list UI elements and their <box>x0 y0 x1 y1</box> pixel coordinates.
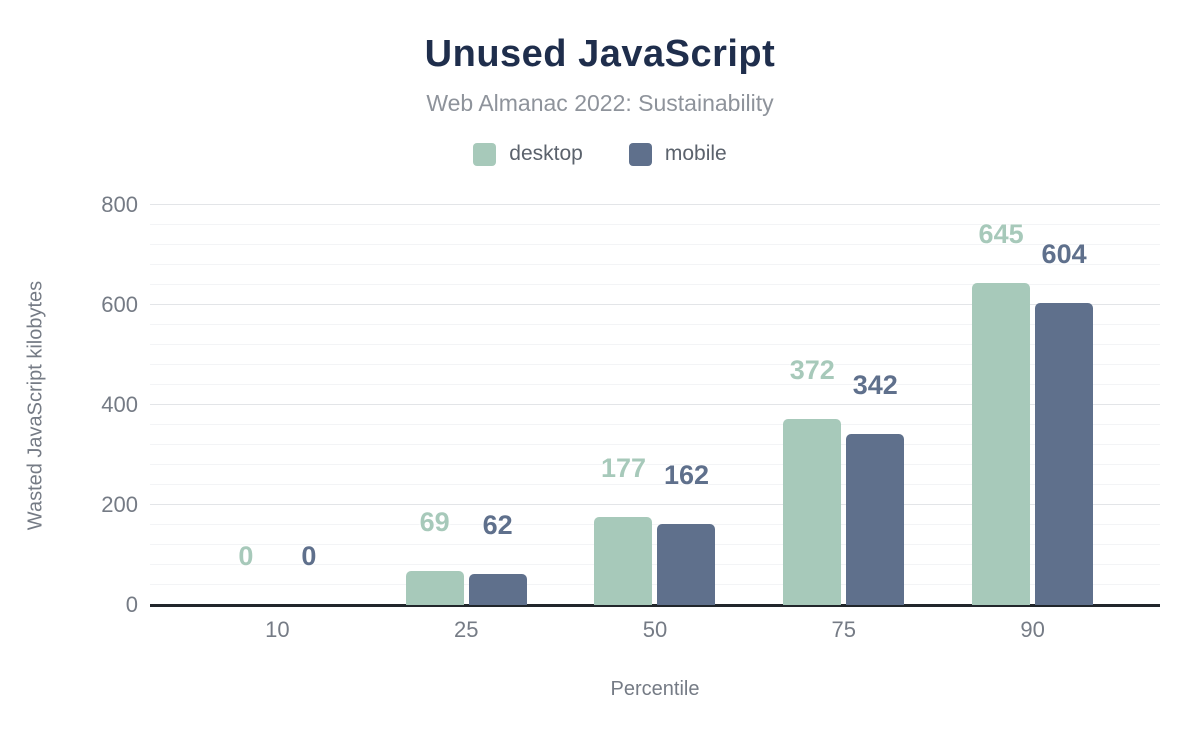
minor-gridline <box>150 324 1160 325</box>
minor-gridline <box>150 264 1160 265</box>
bar-mobile: 604 <box>1035 239 1094 605</box>
plot-area: 0 0 69 62 177 162 372 342 645 604 <box>150 204 1160 607</box>
bar-mobile: 342 <box>846 370 905 605</box>
minor-gridline <box>150 344 1160 345</box>
y-tick-label: 400 <box>101 392 138 417</box>
x-tick-label: 25 <box>453 617 479 642</box>
bar-group-percentile-75: 372 342 <box>749 205 938 605</box>
major-gridline <box>150 504 1160 505</box>
y-tick-label: 200 <box>101 492 138 517</box>
bar-group-percentile-90: 645 604 <box>938 205 1127 605</box>
major-gridline <box>150 204 1160 205</box>
minor-gridline <box>150 224 1160 225</box>
bar-group-percentile-50: 177 162 <box>561 205 750 605</box>
legend-item-mobile: mobile <box>628 142 727 166</box>
value-label-mobile: 0 <box>301 541 317 571</box>
value-label-mobile: 162 <box>663 460 710 490</box>
bar-group-percentile-25: 69 62 <box>372 205 561 605</box>
legend-label-mobile: mobile <box>664 142 727 165</box>
bar-desktop: 372 <box>783 355 842 605</box>
major-gridline <box>150 304 1160 305</box>
chart-title: Unused JavaScript <box>424 33 776 75</box>
bar-mobile: 62 <box>468 510 527 605</box>
legend-label-desktop: desktop <box>509 142 583 165</box>
minor-gridline <box>150 364 1160 365</box>
x-axis-tick-labels: 10 25 50 75 90 <box>150 617 1160 643</box>
y-axis-title: Wasted JavaScript kilobytes <box>24 280 47 531</box>
y-tick-label: 800 <box>101 192 138 217</box>
minor-gridline <box>150 384 1160 385</box>
x-axis-line <box>150 604 1160 607</box>
mobile-swatch-icon <box>628 142 652 166</box>
x-tick-label: 90 <box>1020 617 1045 642</box>
y-tick-label: 0 <box>125 592 138 617</box>
value-label-desktop: 645 <box>978 218 1024 249</box>
x-tick-label: 75 <box>831 617 857 642</box>
value-label-desktop: 0 <box>238 541 254 571</box>
minor-gridline <box>150 484 1160 485</box>
minor-gridline <box>150 564 1160 565</box>
x-tick-label: 10 <box>265 617 290 642</box>
major-gridline <box>150 404 1160 405</box>
x-axis-title: Percentile <box>610 678 700 700</box>
value-label-desktop: 69 <box>419 506 450 537</box>
value-label-mobile: 604 <box>1041 239 1087 269</box>
value-label-desktop: 177 <box>600 452 647 483</box>
bar-mobile: 162 <box>657 460 716 605</box>
minor-gridline <box>150 424 1160 425</box>
y-tick-label: 600 <box>101 292 138 317</box>
minor-gridline <box>150 244 1160 245</box>
minor-gridline <box>150 444 1160 445</box>
minor-gridline <box>150 284 1160 285</box>
chart-subtitle: Web Almanac 2022: Sustainability <box>426 90 774 116</box>
value-label-desktop: 372 <box>789 355 835 385</box>
value-label-mobile: 342 <box>852 370 898 400</box>
minor-gridline <box>150 524 1160 525</box>
bar-desktop: 69 <box>405 507 464 605</box>
legend: desktop mobile <box>0 142 1200 166</box>
minor-gridline <box>150 544 1160 545</box>
bar-desktop: 645 <box>972 219 1031 605</box>
minor-gridline <box>150 584 1160 585</box>
minor-gridline <box>150 464 1160 465</box>
value-label-mobile: 62 <box>482 510 513 540</box>
x-tick-label: 50 <box>642 617 668 642</box>
desktop-swatch-icon <box>473 142 497 166</box>
bars-layer: 0 0 69 62 177 162 372 342 645 604 <box>150 205 1160 605</box>
bar-desktop: 177 <box>594 453 653 605</box>
legend-item-desktop: desktop <box>473 142 583 166</box>
